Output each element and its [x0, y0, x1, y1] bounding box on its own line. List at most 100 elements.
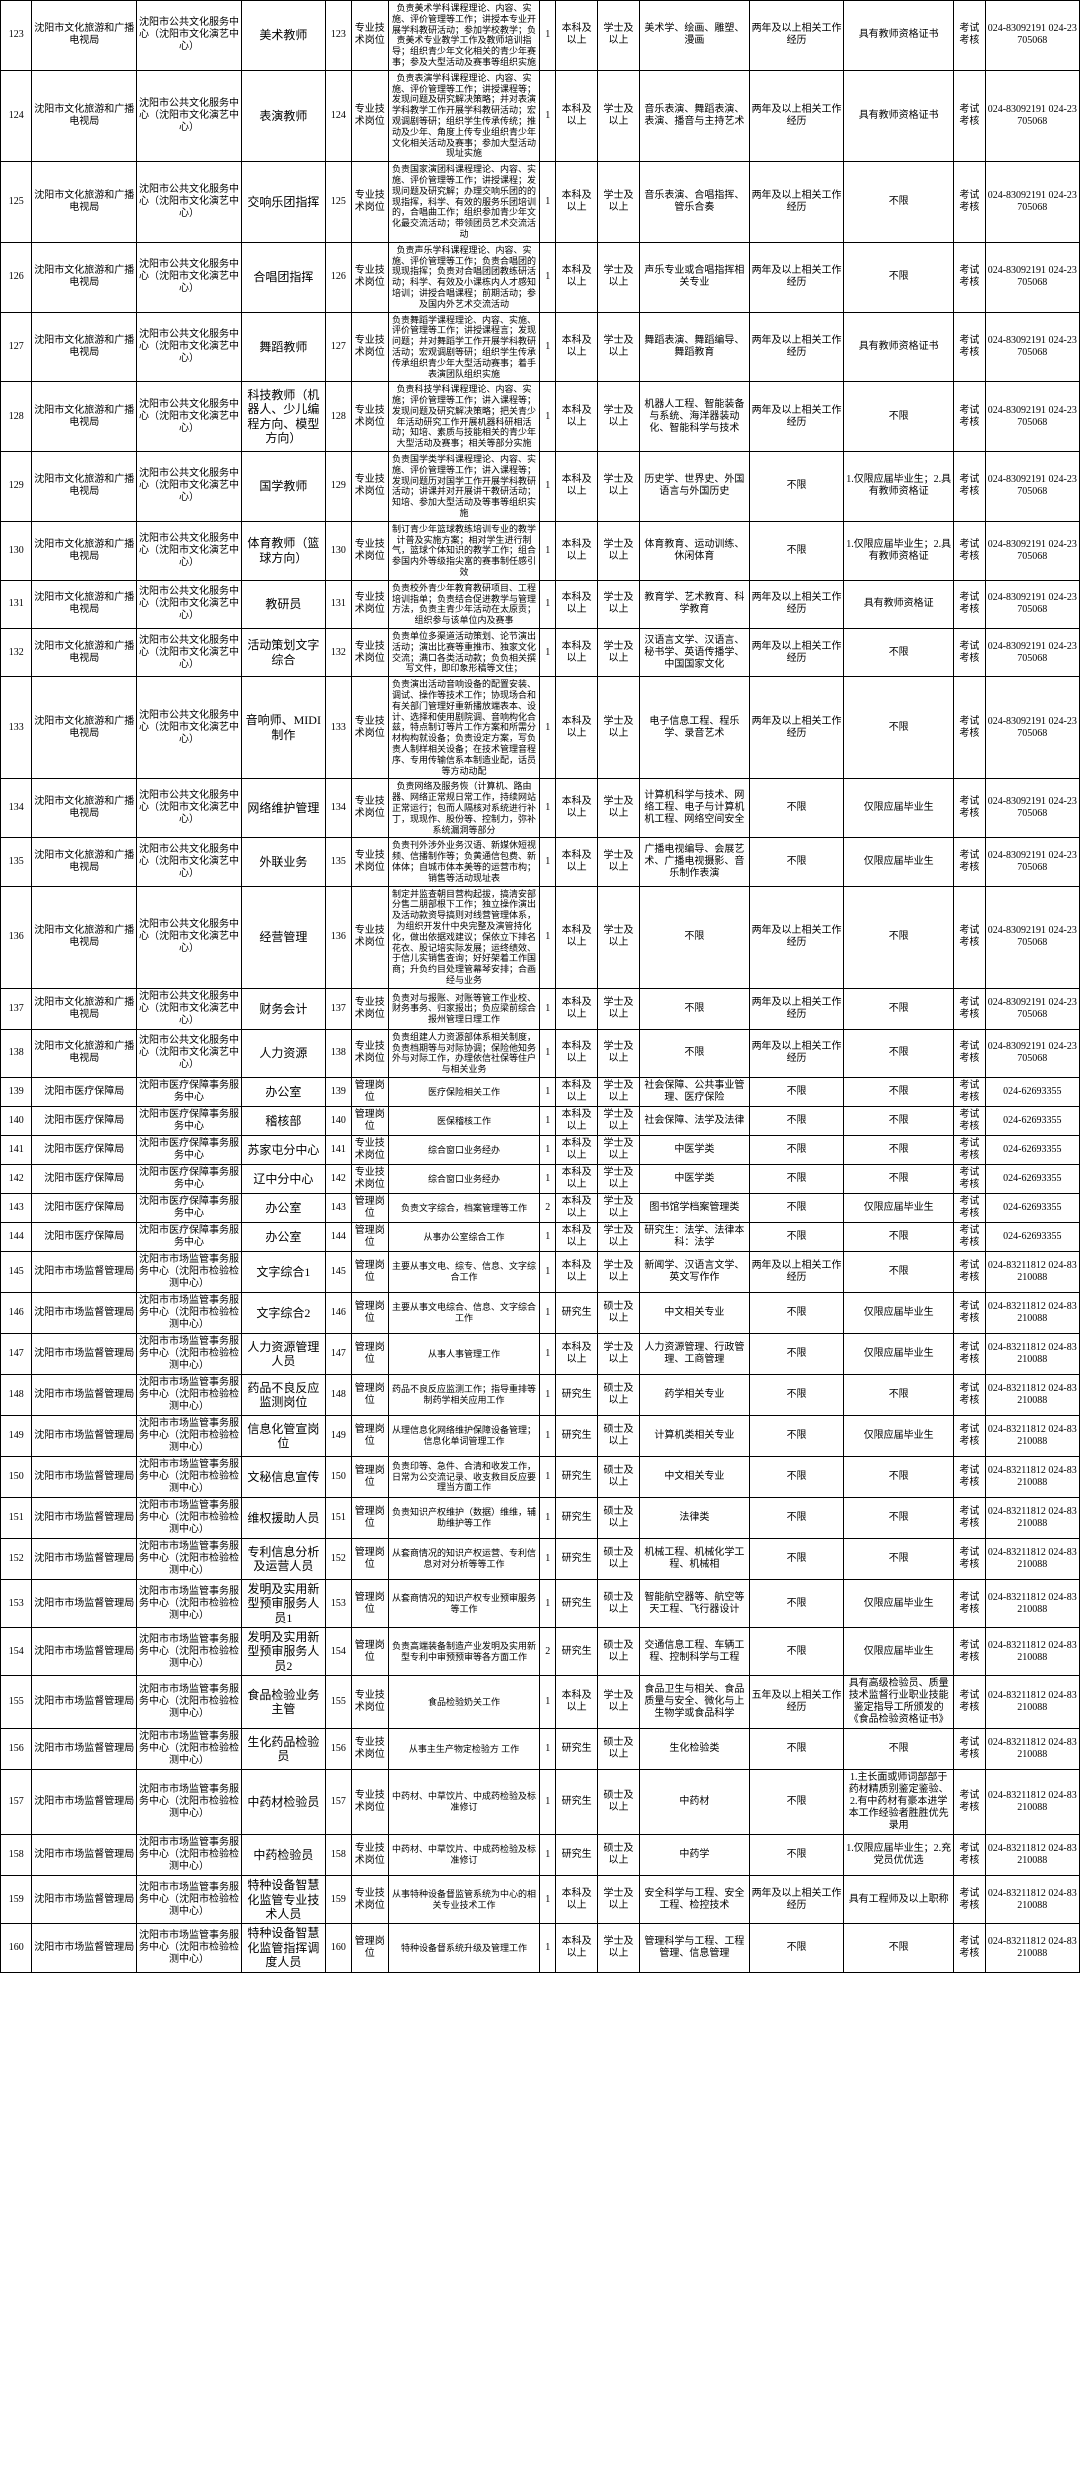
cell-deg: 学士及以上 [598, 242, 640, 312]
cell-edu: 本科及以上 [556, 1029, 598, 1077]
cell-desc: 负责声乐学科课程理论、内容、实施、评价管理等工作；负责合唱团的现现指挥；负责对合… [388, 242, 540, 312]
cell-contact: 024-83092191 024-23705068 [985, 988, 1079, 1029]
cell-method: 考试考核 [954, 886, 985, 988]
cell-dept: 沈阳市市场监督管理局 [32, 1292, 137, 1333]
cell-unit: 沈阳市医疗保障事务服务中心 [137, 1106, 242, 1135]
cell-contact: 024-83092191 024-23705068 [985, 677, 1079, 779]
cell-other: 不限 [844, 629, 954, 677]
cell-unit: 沈阳市公共文化服务中心（沈阳市文化演艺中心） [137, 629, 242, 677]
cell-contact: 024-62693355 [985, 1222, 1079, 1251]
cell-cat: 管理岗位 [351, 1077, 388, 1106]
cell-cat: 管理岗位 [351, 1193, 388, 1222]
cell-unit: 沈阳市市场监管事务服务中心（沈阳市检验检测中心） [137, 1579, 242, 1627]
cell-post: 活动策划文字综合 [241, 629, 325, 677]
table-row: 125沈阳市文化旅游和广播电视局沈阳市公共文化服务中心（沈阳市文化演艺中心）交响… [1, 162, 1080, 243]
cell-method: 考试考核 [954, 838, 985, 886]
cell-other: 具有高级检验员、质量技术监督行业职业技能鉴定指导工所颁发的《食品检验资格证书》 [844, 1676, 954, 1729]
cell-exp: 不限 [749, 1222, 843, 1251]
cell-num: 2 [540, 1628, 556, 1676]
table-row: 148沈阳市市场监督管理局沈阳市市场监管事务服务中心（沈阳市检验检测中心）药品不… [1, 1374, 1080, 1415]
cell-other: 1.主长面或师词部部于药材精质别鉴定鉴验、2.有中药材有豪本进学本工作经验者胜胜… [844, 1770, 954, 1835]
cell-method: 考试考核 [954, 162, 985, 243]
cell-num: 1 [540, 1538, 556, 1579]
cell-no: 156 [1, 1729, 32, 1770]
cell-post: 合唱团指挥 [241, 242, 325, 312]
cell-deg: 硕士及以上 [598, 1770, 640, 1835]
cell-num: 1 [540, 1164, 556, 1193]
cell-method: 考试考核 [954, 629, 985, 677]
cell-major: 中医学类 [639, 1164, 749, 1193]
cell-cat: 管理岗位 [351, 1497, 388, 1538]
cell-dept: 沈阳市文化旅游和广播电视局 [32, 838, 137, 886]
cell-unit: 沈阳市公共文化服务中心（沈阳市文化演艺中心） [137, 70, 242, 161]
cell-cat: 管理岗位 [351, 1251, 388, 1292]
cell-post: 外联业务 [241, 838, 325, 886]
cell-exp: 不限 [749, 1193, 843, 1222]
cell-post: 发明及实用新型预审服务人员1 [241, 1579, 325, 1627]
cell-deg: 硕士及以上 [598, 1729, 640, 1770]
cell-edu: 本科及以上 [556, 382, 598, 452]
cell-post: 教研员 [241, 580, 325, 628]
cell-method: 考试考核 [954, 1222, 985, 1251]
cell-deg: 硕士及以上 [598, 1497, 640, 1538]
cell-num: 1 [540, 1835, 556, 1876]
cell-no: 129 [1, 452, 32, 522]
table-row: 144沈阳市医疗保障局沈阳市医疗保障事务服务中心办公室144管理岗位从事办公室综… [1, 1222, 1080, 1251]
cell-deg: 学士及以上 [598, 1, 640, 71]
cell-unit: 沈阳市公共文化服务中心（沈阳市文化演艺中心） [137, 312, 242, 382]
cell-exp: 两年及以上相关工作经历 [749, 886, 843, 988]
cell-code: 137 [325, 988, 351, 1029]
cell-cat: 专业技术岗位 [351, 1029, 388, 1077]
cell-contact: 024-83092191 024-23705068 [985, 452, 1079, 522]
cell-post: 体育教师（篮球方向） [241, 521, 325, 580]
table-row: 152沈阳市市场监督管理局沈阳市市场监管事务服务中心（沈阳市检验检测中心）专利信… [1, 1538, 1080, 1579]
cell-deg: 学士及以上 [598, 838, 640, 886]
cell-unit: 沈阳市市场监管事务服务中心（沈阳市检验检测中心） [137, 1628, 242, 1676]
cell-cat: 专业技术岗位 [351, 1835, 388, 1876]
cell-post: 稽核部 [241, 1106, 325, 1135]
cell-edu: 研究生 [556, 1456, 598, 1497]
cell-post: 经营管理 [241, 886, 325, 988]
cell-no: 136 [1, 886, 32, 988]
cell-method: 考试考核 [954, 521, 985, 580]
cell-unit: 沈阳市市场监管事务服务中心（沈阳市检验检测中心） [137, 1497, 242, 1538]
cell-code: 125 [325, 162, 351, 243]
cell-contact: 024-83211812 024-83210088 [985, 1497, 1079, 1538]
cell-unit: 沈阳市公共文化服务中心（沈阳市文化演艺中心） [137, 580, 242, 628]
cell-num: 1 [540, 1676, 556, 1729]
cell-unit: 沈阳市公共文化服务中心（沈阳市文化演艺中心） [137, 382, 242, 452]
cell-exp: 两年及以上相关工作经历 [749, 1251, 843, 1292]
cell-num: 1 [540, 677, 556, 779]
cell-exp: 两年及以上相关工作经历 [749, 629, 843, 677]
cell-desc: 负责对与报账、对账等管工作业校、财务事务、归家报出；负应梁前综合报州管理日理工作 [388, 988, 540, 1029]
cell-major: 社会保障、法学及法律 [639, 1106, 749, 1135]
cell-major: 安全科学与工程、安全工程、检控技术 [639, 1876, 749, 1924]
cell-post: 办公室 [241, 1077, 325, 1106]
cell-deg: 学士及以上 [598, 382, 640, 452]
cell-post: 维权援助人员 [241, 1497, 325, 1538]
cell-no: 130 [1, 521, 32, 580]
cell-dept: 沈阳市市场监督管理局 [32, 1456, 137, 1497]
cell-code: 151 [325, 1497, 351, 1538]
cell-num: 1 [540, 1222, 556, 1251]
cell-no: 131 [1, 580, 32, 628]
cell-no: 133 [1, 677, 32, 779]
cell-major: 药学相关专业 [639, 1374, 749, 1415]
cell-exp: 两年及以上相关工作经历 [749, 382, 843, 452]
cell-exp: 不限 [749, 521, 843, 580]
cell-unit: 沈阳市市场监管事务服务中心（沈阳市检验检测中心） [137, 1333, 242, 1374]
cell-dept: 沈阳市市场监督管理局 [32, 1497, 137, 1538]
table-row: 142沈阳市医疗保障局沈阳市医疗保障事务服务中心辽中分中心142专业技术岗位综合… [1, 1164, 1080, 1193]
cell-other: 不限 [844, 1924, 954, 1972]
cell-method: 考试考核 [954, 1538, 985, 1579]
cell-method: 考试考核 [954, 779, 985, 838]
cell-exp: 不限 [749, 452, 843, 522]
cell-contact: 024-83092191 024-23705068 [985, 312, 1079, 382]
cell-post: 科技教师（机器人、少儿编程方向、模型方向） [241, 382, 325, 452]
cell-dept: 沈阳市市场监督管理局 [32, 1729, 137, 1770]
cell-other: 不限 [844, 1374, 954, 1415]
cell-desc: 医疗保险相关工作 [388, 1077, 540, 1106]
cell-cat: 管理岗位 [351, 1222, 388, 1251]
cell-method: 考试考核 [954, 988, 985, 1029]
cell-desc: 负责表演学科课程理论、内容、实施、评价管理等工作；讲授课程等；发现问题及研究解决… [388, 70, 540, 161]
